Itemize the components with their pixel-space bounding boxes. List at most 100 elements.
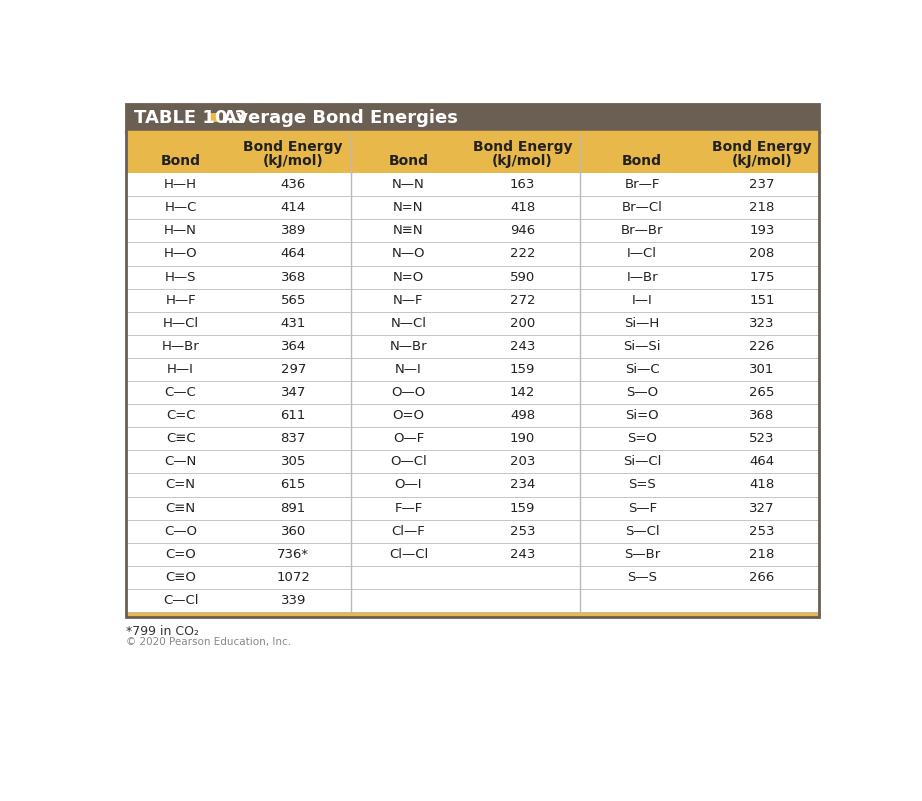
Text: C—Cl: C—Cl [163,594,198,607]
Text: 736*: 736* [278,548,309,561]
Text: C—O: C—O [164,525,197,537]
Text: 234: 234 [510,478,536,492]
Text: Br—Cl: Br—Cl [621,201,663,215]
Text: 142: 142 [510,386,536,399]
Text: 368: 368 [280,271,306,284]
Text: C=O: C=O [165,548,196,561]
Text: C—C: C—C [165,386,196,399]
Text: Bond Energy: Bond Energy [712,140,811,155]
Bar [126,405,819,427]
Text: Bond: Bond [160,155,201,168]
Text: 1072: 1072 [277,571,310,584]
Text: S=O: S=O [627,433,657,445]
Bar [126,450,819,473]
Text: C—N: C—N [164,456,196,469]
Text: N—Br: N—Br [390,340,427,353]
Text: N=N: N=N [393,201,424,215]
Text: 193: 193 [750,224,774,237]
Text: 611: 611 [280,409,306,422]
Text: 368: 368 [750,409,774,422]
Text: H—C: H—C [164,201,196,215]
Text: 590: 590 [510,271,535,284]
Text: 265: 265 [750,386,774,399]
Text: 226: 226 [750,340,774,353]
Bar [126,104,819,618]
Text: O—I: O—I [395,478,422,492]
Text: (kJ/mol): (kJ/mol) [263,154,324,167]
Text: C≡N: C≡N [166,501,195,514]
Text: I—I: I—I [632,294,653,307]
Text: 243: 243 [510,548,536,561]
Text: Si—Cl: Si—Cl [623,456,661,469]
Bar [126,427,819,450]
Bar [126,520,819,543]
Text: 323: 323 [750,316,774,330]
Text: 436: 436 [280,178,306,191]
Bar [126,381,819,405]
Text: 615: 615 [280,478,306,492]
Text: I—Cl: I—Cl [627,248,657,260]
Bar [126,196,819,219]
Text: Cl—Cl: Cl—Cl [389,548,428,561]
Bar [126,104,819,131]
Text: S=S: S=S [629,478,656,492]
Text: 364: 364 [280,340,306,353]
Text: C=N: C=N [166,478,195,492]
Text: *799 in CO₂: *799 in CO₂ [126,625,199,638]
Text: F—F: F—F [395,501,422,514]
Bar [126,473,819,497]
Bar [209,113,219,123]
Text: 190: 190 [510,433,535,445]
Text: I—Br: I—Br [626,271,658,284]
Bar [126,335,819,358]
Text: 498: 498 [510,409,535,422]
Bar [126,265,819,288]
Text: S—O: S—O [626,386,658,399]
Text: 151: 151 [750,294,774,307]
Text: Bond Energy: Bond Energy [243,140,343,155]
Text: 203: 203 [510,456,536,469]
Text: N—O: N—O [392,248,425,260]
Text: O—O: O—O [391,386,426,399]
Text: N—F: N—F [393,294,424,307]
Text: Bond: Bond [622,155,662,168]
Text: 946: 946 [510,224,535,237]
Text: H—H: H—H [164,178,197,191]
Text: Br—F: Br—F [624,178,660,191]
Text: (kJ/mol): (kJ/mol) [731,154,792,167]
Text: 159: 159 [510,501,536,514]
Text: 431: 431 [280,316,306,330]
Text: N=O: N=O [393,271,424,284]
Text: 253: 253 [750,525,774,537]
Text: C≡C: C≡C [166,433,195,445]
Text: O—F: O—F [393,433,424,445]
Text: 253: 253 [510,525,536,537]
Text: N≡N: N≡N [393,224,424,237]
Text: 266: 266 [750,571,774,584]
Text: S—Cl: S—Cl [625,525,659,537]
Text: Br—Br: Br—Br [621,224,664,237]
Text: H—N: H—N [164,224,197,237]
Text: 891: 891 [280,501,306,514]
Text: H—S: H—S [165,271,196,284]
Bar [126,288,819,312]
Text: 418: 418 [510,201,535,215]
Bar [126,612,819,618]
Bar [126,543,819,566]
Text: 389: 389 [280,224,306,237]
Text: 565: 565 [280,294,306,307]
Text: 327: 327 [750,501,774,514]
Text: 339: 339 [280,594,306,607]
Bar [126,219,819,243]
Text: O—Cl: O—Cl [390,456,427,469]
Text: H—F: H—F [165,294,195,307]
Text: 163: 163 [510,178,536,191]
Text: O=O: O=O [393,409,424,422]
Text: 159: 159 [510,363,536,376]
Text: 243: 243 [510,340,536,353]
Bar [126,566,819,589]
Text: H—Cl: H—Cl [162,316,198,330]
Text: Si—C: Si—C [625,363,659,376]
Text: 347: 347 [280,386,306,399]
Text: N—N: N—N [392,178,425,191]
